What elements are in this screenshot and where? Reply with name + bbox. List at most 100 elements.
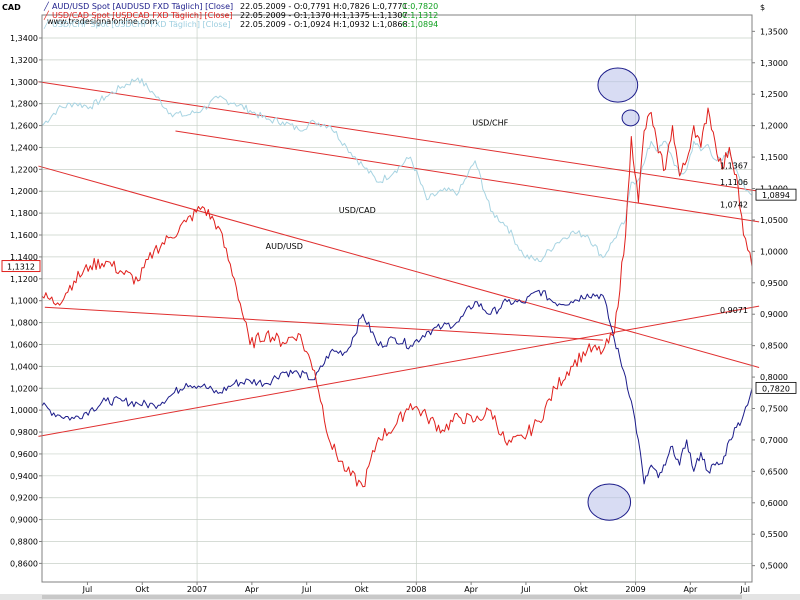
x-tick-label: Apr — [245, 585, 260, 594]
x-axis: Jul Okt 2007 Apr Jul Okt 2008 Apr Jul Okt 2009 Apr J… — [82, 582, 750, 594]
x-tick-label: Okt — [135, 585, 149, 594]
grid — [42, 15, 752, 582]
left-tick-label: 1,2400 — [10, 143, 38, 152]
line-series-icon: ╱ — [43, 1, 50, 11]
x-tick-label: Apr — [683, 585, 698, 594]
right-tick-label: 1,0000 — [760, 247, 788, 256]
left-tick-label: 1,1000 — [10, 297, 38, 306]
left-tick-label: 1,1200 — [10, 275, 38, 284]
right-tick-label: 1,3000 — [760, 59, 788, 68]
plot-frame — [41, 14, 753, 583]
series-label: USD/CAD — [339, 206, 376, 215]
legend-series-stats: 22.05.2009 - O:1,0924 H:1,0932 L:1,0868 — [240, 20, 408, 29]
right-tick-label: 0,7500 — [760, 405, 788, 414]
left-tick-label: 1,0400 — [10, 362, 38, 371]
current-value-box — [755, 188, 797, 201]
left-tick-label: 0,9600 — [10, 450, 38, 459]
legend-series-name: USD/CAD Spot [USDCAD FXD Täglich] [Close… — [52, 11, 233, 20]
right-tick-label: 1,0500 — [760, 216, 788, 225]
current-value-label: 0,7820 — [762, 384, 790, 393]
current-value-label: 1,1312 — [7, 263, 35, 272]
highlight-ellipse — [621, 109, 640, 127]
highlights — [587, 67, 640, 521]
current-value-box — [1, 260, 41, 273]
right-tick-label: 1,1500 — [760, 153, 788, 162]
left-tick-label: 1,1800 — [10, 209, 38, 218]
left-tick-label: 1,1400 — [10, 253, 38, 262]
left-tick-label: 0,9400 — [10, 472, 38, 481]
right-tick-label: 0,5500 — [760, 530, 788, 539]
right-tick-label: 1,2500 — [760, 90, 788, 99]
x-tick-label: 2007 — [187, 585, 207, 594]
left-tick-label: 1,0600 — [10, 340, 38, 349]
right-tick-label: 0,8500 — [760, 342, 788, 351]
right-tick-label: 0,7000 — [760, 436, 788, 445]
x-tick-label: 2009 — [625, 585, 645, 594]
legend-series-name: USD/CHF Spot [USDCHF FXD Täglich] [Close… — [52, 20, 231, 29]
left-tick-label: 1,3000 — [10, 78, 38, 87]
left-tick-label: 1,0800 — [10, 319, 38, 328]
left-axis: 1,3400 1,3200 1,3000 1,2800 1,2600 1,2400 1,22… — [1, 34, 42, 568]
left-tick-label: 1,2800 — [10, 100, 38, 109]
left-tick-label: 1,3400 — [10, 34, 38, 43]
trendline-value-label: 0,9071 — [720, 306, 748, 315]
trendline — [38, 165, 760, 368]
trendline — [38, 305, 760, 437]
trendline-value-label: 1,0742 — [720, 201, 748, 210]
x-tick-label: Jul — [739, 585, 750, 594]
left-tick-label: 1,2200 — [10, 165, 38, 174]
legend-series-stats: 22.05.2009 - O:0,7791 H:0,7826 L:0,7771 — [240, 2, 408, 11]
left-tick-label: 0,9200 — [10, 494, 38, 503]
left-tick-label: 0,9000 — [10, 516, 38, 525]
series-line-usd-chf — [41, 77, 753, 263]
right-tick-label: 1,2000 — [760, 122, 788, 131]
x-tick-label: Jul — [520, 585, 531, 594]
line-series-icon: ╱ — [43, 19, 50, 29]
x-tick-label: Okt — [354, 585, 368, 594]
left-tick-label: 1,1600 — [10, 231, 38, 240]
trendline-value-label: 1,1367 — [720, 161, 748, 170]
legend-series-stats: 22.05.2009 - O:1,1370 H:1,1375 L:1,1307 — [240, 11, 408, 20]
scrollbar[interactable] — [0, 594, 800, 600]
series-label: USD/CHF — [472, 119, 508, 128]
series-lines — [41, 77, 753, 488]
left-tick-label: 1,0200 — [10, 384, 38, 393]
right-tick-label: 0,8000 — [760, 373, 788, 382]
right-tick-label: 0,9000 — [760, 310, 788, 319]
left-tick-label: 1,2600 — [10, 122, 38, 131]
series-line-aud-usd — [41, 289, 753, 485]
current-value-box — [755, 381, 797, 394]
right-tick-label: 0,6000 — [760, 499, 788, 508]
x-tick-label: Apr — [464, 585, 479, 594]
x-tick-label: Jul — [301, 585, 312, 594]
current-value-label: 1,0894 — [762, 191, 790, 200]
trendline — [38, 81, 760, 192]
series-label: AUD/USD — [266, 242, 303, 251]
right-axis: 1,35001,30001,25001,20001,15001,10001,05… — [720, 27, 797, 571]
highlight-ellipse — [587, 483, 632, 521]
right-tick-label: 1,3500 — [760, 27, 788, 36]
legend-series-name: AUD/USD Spot [AUDUSD FXD Täglich] [Close… — [52, 2, 233, 11]
scrollbar-thumb[interactable] — [42, 595, 742, 599]
right-tick-label: 0,6500 — [760, 467, 788, 476]
x-tick-label: Okt — [574, 585, 588, 594]
highlight-ellipse — [597, 67, 639, 103]
trendline — [44, 306, 603, 341]
x-tick-label: 2008 — [406, 585, 426, 594]
left-tick-label: 0,8600 — [10, 559, 38, 568]
x-tick-label: Jul — [82, 585, 93, 594]
left-tick-label: 0,9800 — [10, 428, 38, 437]
ticker-label: CAD — [2, 3, 21, 12]
legend-series-close: C:1,1312 — [402, 11, 438, 20]
watermark-text: www.tradesignalonline.com — [47, 17, 158, 26]
header-legend: CAD www.tradesignalonline.com $ ╱ AUD/USD… — [2, 1, 765, 29]
right-tick-label: 0,5000 — [760, 562, 788, 571]
trendline-value-label: 1,1106 — [720, 178, 748, 187]
left-tick-label: 1,0000 — [10, 406, 38, 415]
series-labels: USD/CAD USD/CHF AUD/USD — [266, 119, 509, 251]
legend-series-close: C:1,0894 — [402, 20, 438, 29]
left-tick-label: 0,8800 — [10, 538, 38, 547]
